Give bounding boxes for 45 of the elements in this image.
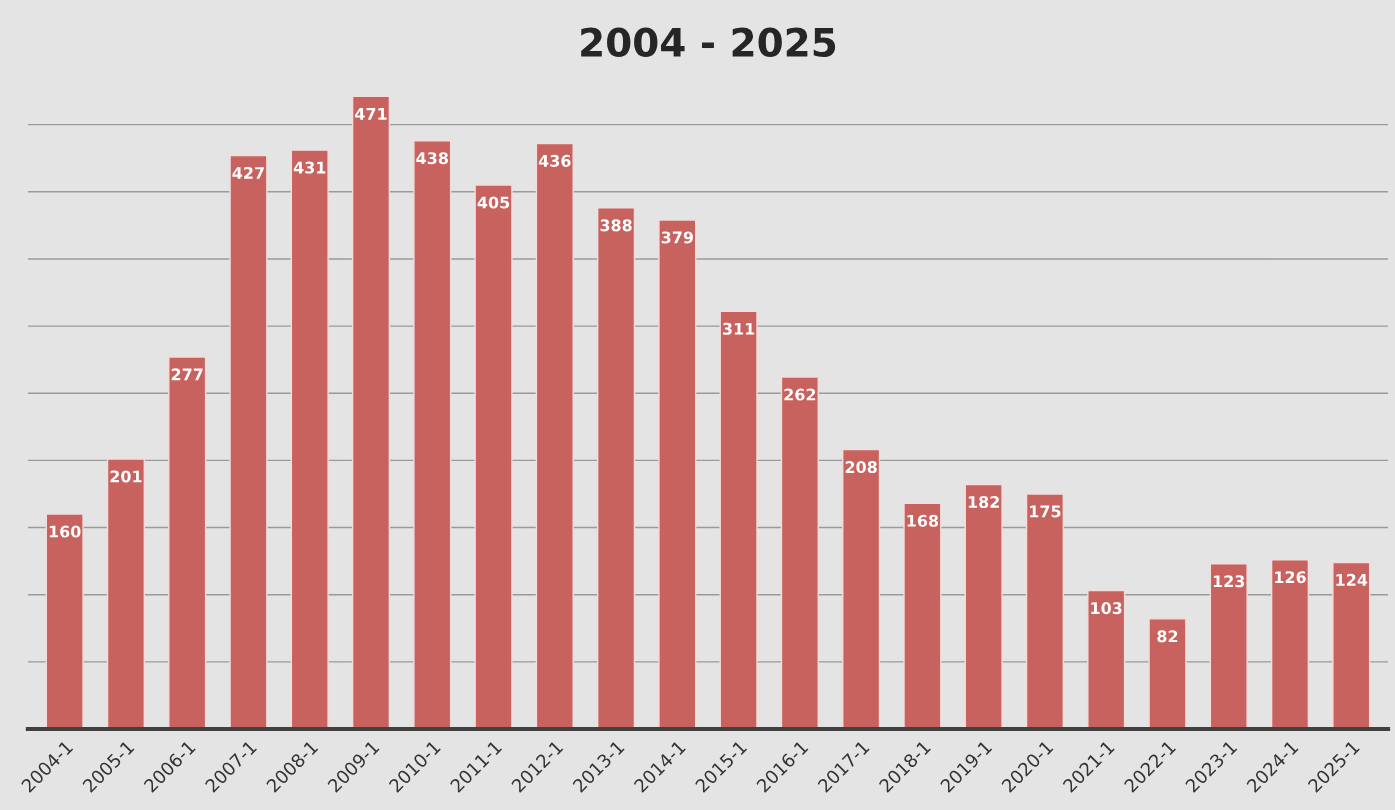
- bar: [842, 448, 881, 729]
- data-label: 405: [477, 196, 510, 209]
- bar: [1025, 493, 1065, 729]
- data-label: 427: [232, 166, 264, 179]
- bar: [106, 458, 146, 729]
- chart-title: 2004 - 2025: [581, 27, 836, 58]
- bar: [1332, 561, 1371, 729]
- bar: [474, 184, 513, 729]
- data-label: 388: [600, 219, 632, 232]
- data-label: 471: [355, 108, 387, 120]
- data-label: 277: [171, 368, 203, 381]
- data-label: 438: [416, 152, 448, 165]
- data-label: 201: [110, 470, 142, 483]
- data-label: 436: [538, 154, 571, 167]
- bar: [1087, 589, 1126, 729]
- bar: [535, 142, 574, 729]
- data-label: 208: [845, 461, 877, 474]
- data-label: 126: [1275, 571, 1306, 584]
- bar: [596, 207, 636, 729]
- bar: [1148, 618, 1187, 729]
- bar: [903, 502, 942, 729]
- data-label: 82: [1157, 630, 1178, 643]
- data-label: 124: [1336, 573, 1368, 586]
- data-label: 160: [49, 525, 81, 538]
- bar: [290, 149, 329, 729]
- data-label: 311: [722, 322, 755, 335]
- bar: [658, 219, 697, 729]
- bar: [45, 513, 84, 729]
- bar: [351, 95, 391, 729]
- bar: [780, 376, 819, 729]
- bar: [1270, 559, 1310, 729]
- bar: [229, 154, 268, 729]
- data-label: 175: [1030, 505, 1061, 518]
- data-label: 379: [661, 231, 693, 244]
- bar: [719, 310, 758, 729]
- data-label: 168: [907, 514, 939, 527]
- bar: [964, 483, 1003, 729]
- data-label: 182: [968, 495, 999, 509]
- data-label: 431: [293, 161, 326, 174]
- bar: [1209, 563, 1248, 729]
- data-label: 123: [1213, 575, 1245, 588]
- bar: [168, 356, 207, 729]
- data-label: 103: [1091, 602, 1122, 615]
- bar: [413, 140, 452, 729]
- data-label: 262: [784, 388, 816, 401]
